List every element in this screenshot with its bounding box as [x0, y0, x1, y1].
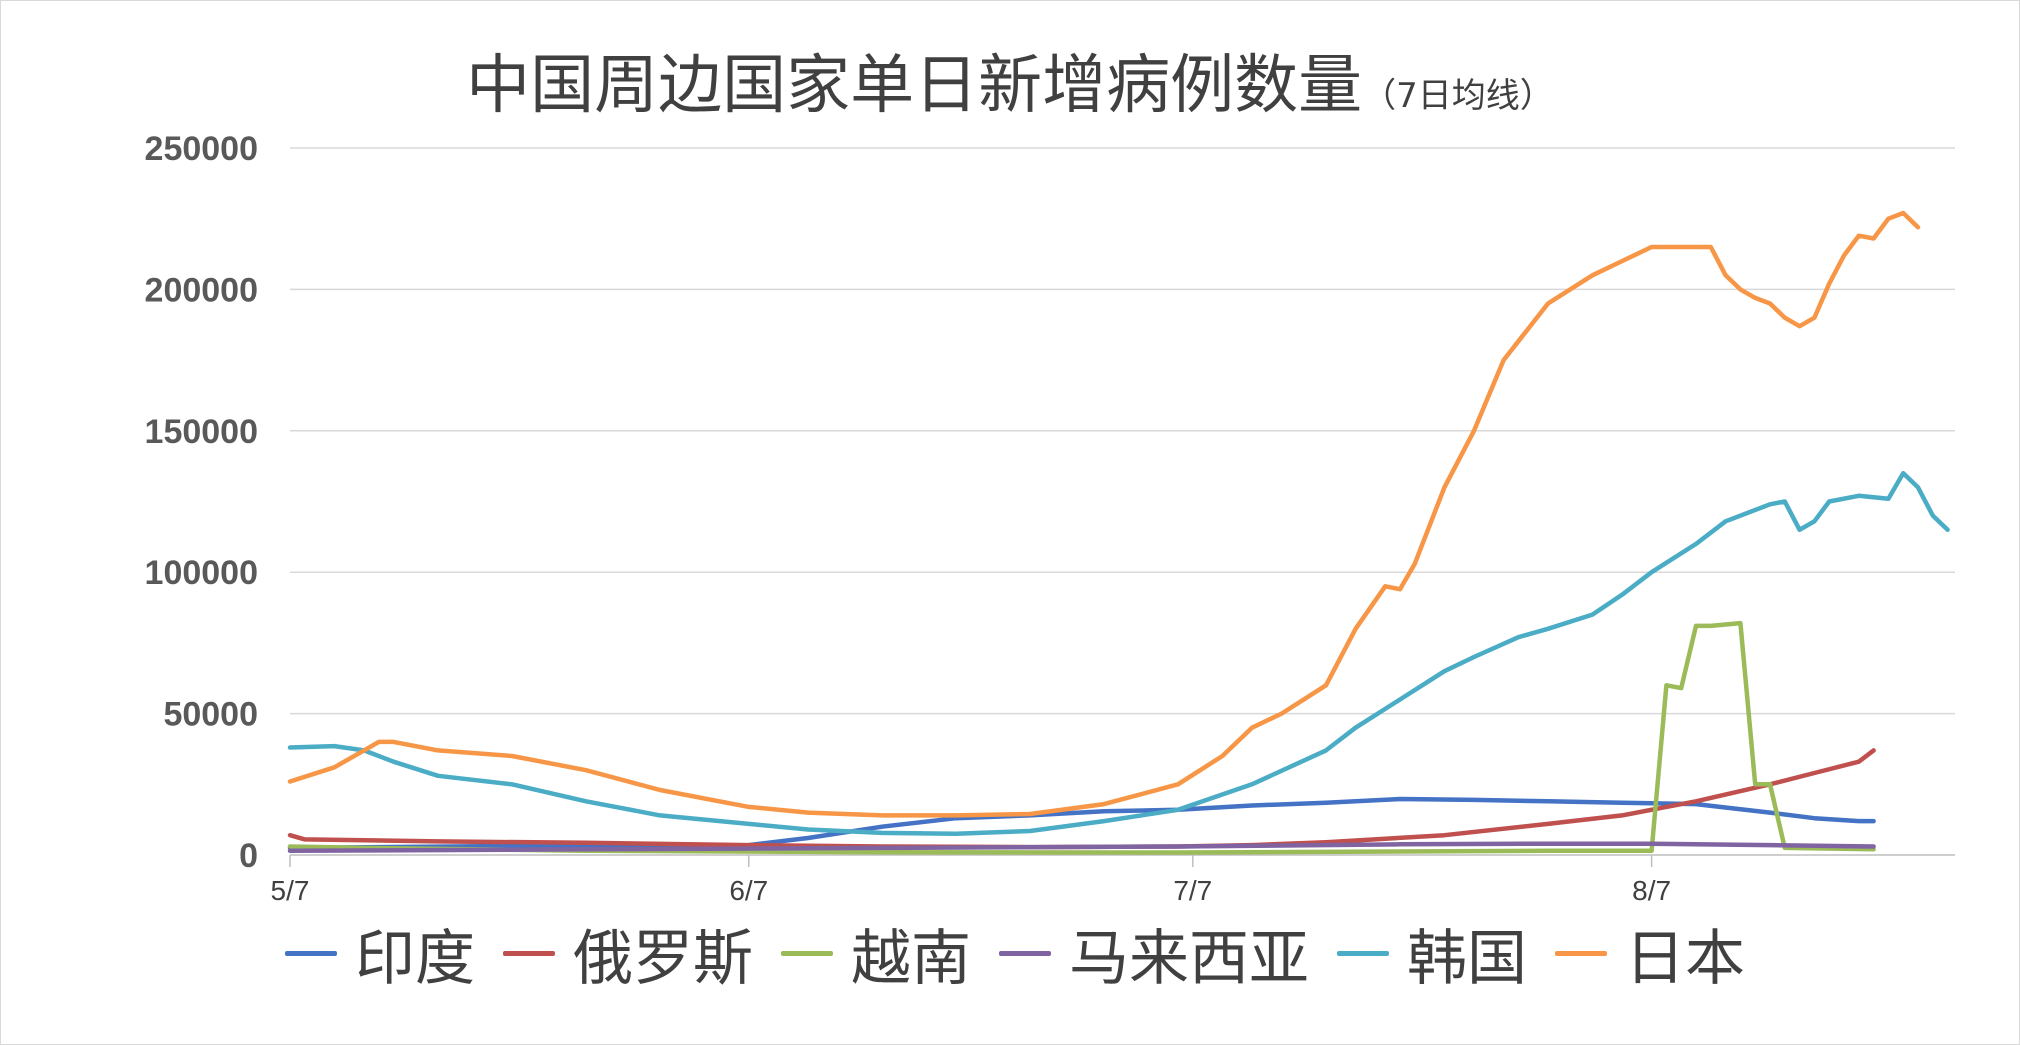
x-tick-label: 6/7 — [729, 875, 768, 906]
chart-title-subtitle: （7日均线） — [1362, 76, 1554, 116]
y-tick-label: 250000 — [145, 130, 258, 168]
x-tick-label: 7/7 — [1173, 875, 1212, 906]
series-line-3 — [287, 841, 1876, 854]
chart-title-main: 中国周边国家单日新增病例数量 — [466, 49, 1363, 123]
series-line-5 — [287, 210, 1921, 818]
y-tick-label: 200000 — [145, 271, 258, 309]
legend-item-1: 俄罗斯 — [503, 910, 753, 997]
gridlines — [290, 147, 1955, 856]
series-line-2 — [287, 620, 1876, 855]
legend-swatch — [1555, 950, 1607, 956]
legend-swatch — [781, 950, 833, 956]
legend-label: 马来西亚 — [1069, 923, 1309, 994]
series-line-4 — [287, 470, 1950, 837]
legend-swatch — [1337, 950, 1389, 956]
y-axis: 0 50000 100000 150000 200000 250000 — [145, 130, 258, 875]
x-tick-label: 5/7 — [271, 875, 310, 906]
legend-label: 日本 — [1625, 923, 1745, 994]
legend-item-4: 韩国 — [1337, 910, 1527, 997]
legend-item-3: 马来西亚 — [999, 910, 1309, 997]
legend-label: 印度 — [355, 923, 475, 994]
y-tick-label: 50000 — [163, 696, 258, 734]
legend-item-5: 日本 — [1555, 910, 1745, 997]
y-tick-label: 150000 — [145, 413, 258, 451]
legend-item-2: 越南 — [781, 910, 971, 997]
legend-item-0: 印度 — [285, 910, 475, 997]
legend-label: 俄罗斯 — [573, 923, 753, 994]
legend-label: 韩国 — [1407, 923, 1527, 994]
chart-title: 中国周边国家单日新增病例数量（7日均线） — [0, 34, 2020, 126]
legend-swatch — [285, 950, 337, 956]
legend: 印度 俄罗斯 越南 马来西亚 韩国 日本 — [285, 918, 1773, 994]
y-tick-label: 0 — [239, 837, 258, 875]
legend-label: 越南 — [851, 923, 971, 994]
y-tick-label: 100000 — [145, 554, 258, 592]
series-line-1 — [287, 748, 1876, 850]
legend-swatch — [503, 950, 555, 956]
x-tick-label: 8/7 — [1632, 875, 1671, 906]
series-lines — [287, 210, 1950, 855]
series-line-0 — [287, 796, 1876, 851]
legend-swatch — [999, 950, 1051, 956]
x-axis: 5/7 6/7 7/7 8/7 — [271, 855, 1671, 906]
